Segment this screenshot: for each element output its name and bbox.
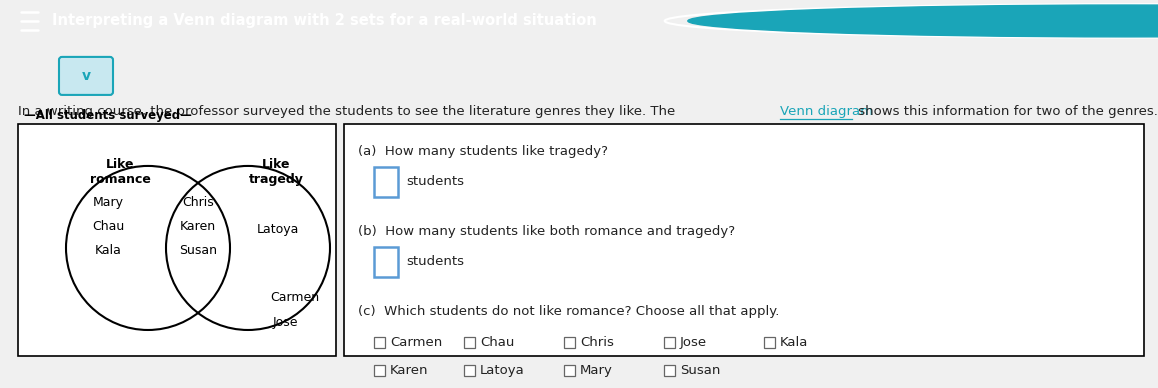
- FancyBboxPatch shape: [564, 338, 576, 348]
- FancyBboxPatch shape: [564, 365, 576, 376]
- FancyBboxPatch shape: [374, 365, 384, 376]
- Text: Karen: Karen: [179, 220, 217, 234]
- FancyBboxPatch shape: [464, 338, 475, 348]
- Text: Karen: Karen: [390, 364, 428, 378]
- FancyBboxPatch shape: [464, 365, 475, 376]
- Text: Chris: Chris: [580, 336, 614, 350]
- FancyBboxPatch shape: [19, 124, 336, 356]
- Text: Chau: Chau: [481, 336, 514, 350]
- Text: Interpreting a Venn diagram with 2 sets for a real-world situation: Interpreting a Venn diagram with 2 sets …: [52, 14, 596, 28]
- Text: Carmen: Carmen: [271, 291, 320, 305]
- FancyBboxPatch shape: [664, 338, 675, 348]
- Text: Mary: Mary: [93, 196, 124, 210]
- FancyBboxPatch shape: [59, 57, 113, 95]
- FancyBboxPatch shape: [664, 365, 675, 376]
- Text: Jose: Jose: [272, 317, 298, 329]
- FancyBboxPatch shape: [1083, 12, 1158, 29]
- FancyBboxPatch shape: [344, 124, 1144, 356]
- Text: Kala: Kala: [95, 244, 122, 258]
- FancyBboxPatch shape: [374, 338, 384, 348]
- Text: Carmen: Carmen: [390, 336, 442, 350]
- Text: Mary: Mary: [580, 364, 613, 378]
- Text: v: v: [81, 69, 90, 83]
- Text: Like
tragedy: Like tragedy: [249, 158, 303, 186]
- Text: Latoya: Latoya: [257, 223, 299, 236]
- Text: Like
romance: Like romance: [89, 158, 151, 186]
- FancyBboxPatch shape: [374, 167, 398, 197]
- Text: Venn diagram: Venn diagram: [780, 106, 873, 118]
- Text: Jose: Jose: [680, 336, 708, 350]
- Text: Chau: Chau: [91, 220, 124, 234]
- Text: students: students: [406, 175, 464, 189]
- Text: Susan: Susan: [179, 244, 217, 258]
- Circle shape: [688, 5, 1158, 37]
- Text: shows this information for two of the genres.: shows this information for two of the ge…: [853, 106, 1158, 118]
- FancyBboxPatch shape: [1007, 12, 1094, 29]
- Text: (c)  Which students do not like romance? Choose all that apply.: (c) Which students do not like romance? …: [358, 305, 779, 318]
- Text: —All students surveyed—: —All students surveyed—: [24, 109, 192, 122]
- Text: In a writing course, the professor surveyed the students to see the literature g: In a writing course, the professor surve…: [19, 106, 680, 118]
- Text: Chris: Chris: [182, 196, 214, 210]
- Text: Susan: Susan: [680, 364, 720, 378]
- Text: (a)  How many students like tragedy?: (a) How many students like tragedy?: [358, 145, 608, 158]
- FancyBboxPatch shape: [764, 338, 775, 348]
- FancyBboxPatch shape: [374, 247, 398, 277]
- Text: Kala: Kala: [780, 336, 808, 350]
- Text: (b)  How many students like both romance and tragedy?: (b) How many students like both romance …: [358, 225, 735, 238]
- Text: Latoya: Latoya: [481, 364, 525, 378]
- FancyBboxPatch shape: [932, 12, 1019, 29]
- Text: students: students: [406, 255, 464, 268]
